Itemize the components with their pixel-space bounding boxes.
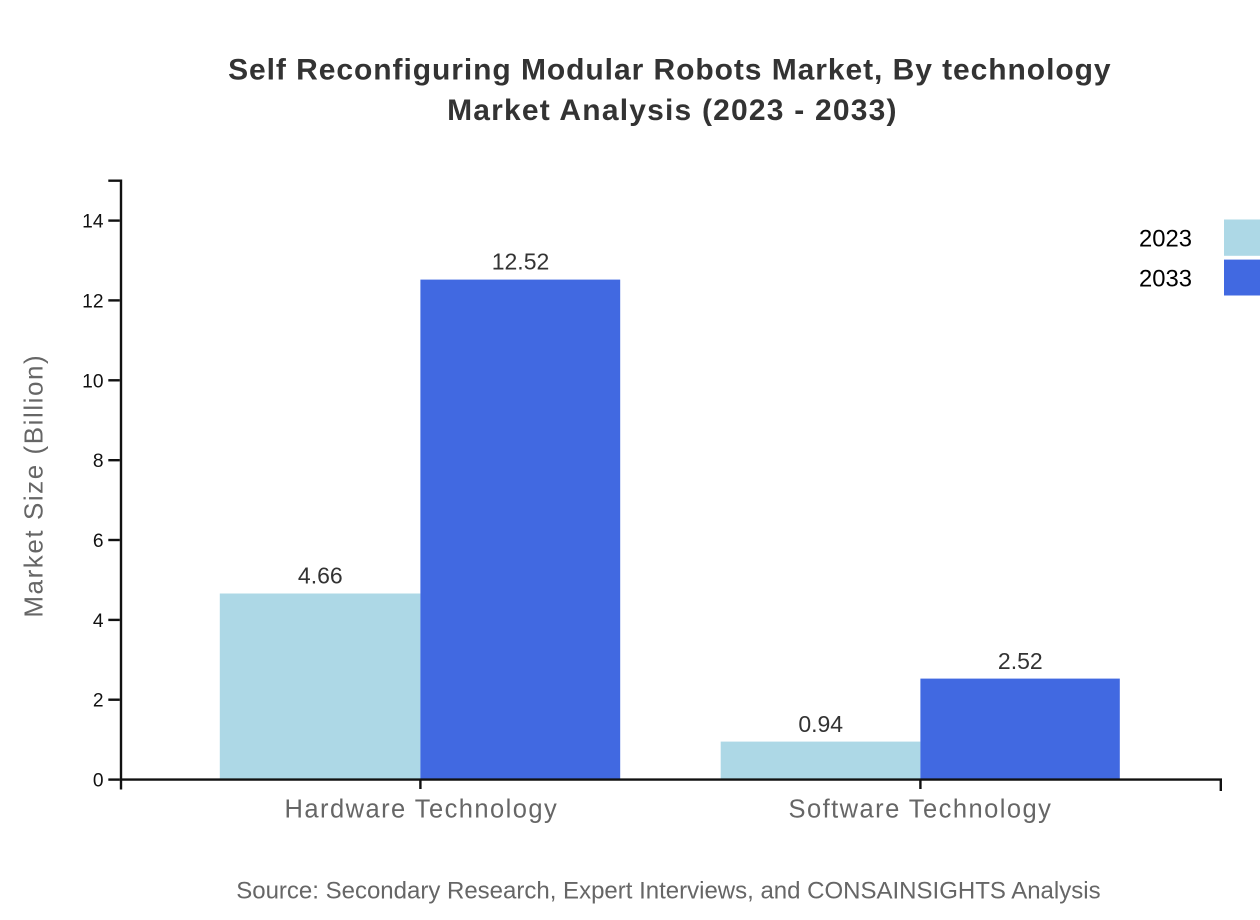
svg-text:Software Technology: Software Technology xyxy=(788,795,1052,823)
svg-text:12.52: 12.52 xyxy=(492,249,550,275)
svg-text:2: 2 xyxy=(93,691,104,712)
svg-text:Source: Secondary Research, Ex: Source: Secondary Research, Expert Inter… xyxy=(236,877,1100,904)
svg-text:4.66: 4.66 xyxy=(298,563,343,589)
svg-text:Market Size (Billion): Market Size (Billion) xyxy=(18,354,48,618)
svg-text:Hardware Technology: Hardware Technology xyxy=(285,795,559,823)
svg-text:2.52: 2.52 xyxy=(998,648,1043,674)
svg-text:6: 6 xyxy=(93,531,104,552)
svg-text:4: 4 xyxy=(93,611,104,632)
svg-text:14: 14 xyxy=(82,212,104,233)
svg-text:Self Reconfiguring Modular Rob: Self Reconfiguring Modular Robots Market… xyxy=(228,54,1111,87)
svg-text:0.94: 0.94 xyxy=(798,711,843,737)
svg-text:10: 10 xyxy=(82,371,103,392)
svg-text:12: 12 xyxy=(82,291,103,312)
svg-text:8: 8 xyxy=(93,451,104,472)
svg-text:0: 0 xyxy=(93,771,104,792)
svg-text:Market Analysis (2023 - 2033): Market Analysis (2023 - 2033) xyxy=(447,94,898,127)
svg-text:2033: 2033 xyxy=(1139,266,1192,293)
svg-text:2023: 2023 xyxy=(1139,225,1192,252)
